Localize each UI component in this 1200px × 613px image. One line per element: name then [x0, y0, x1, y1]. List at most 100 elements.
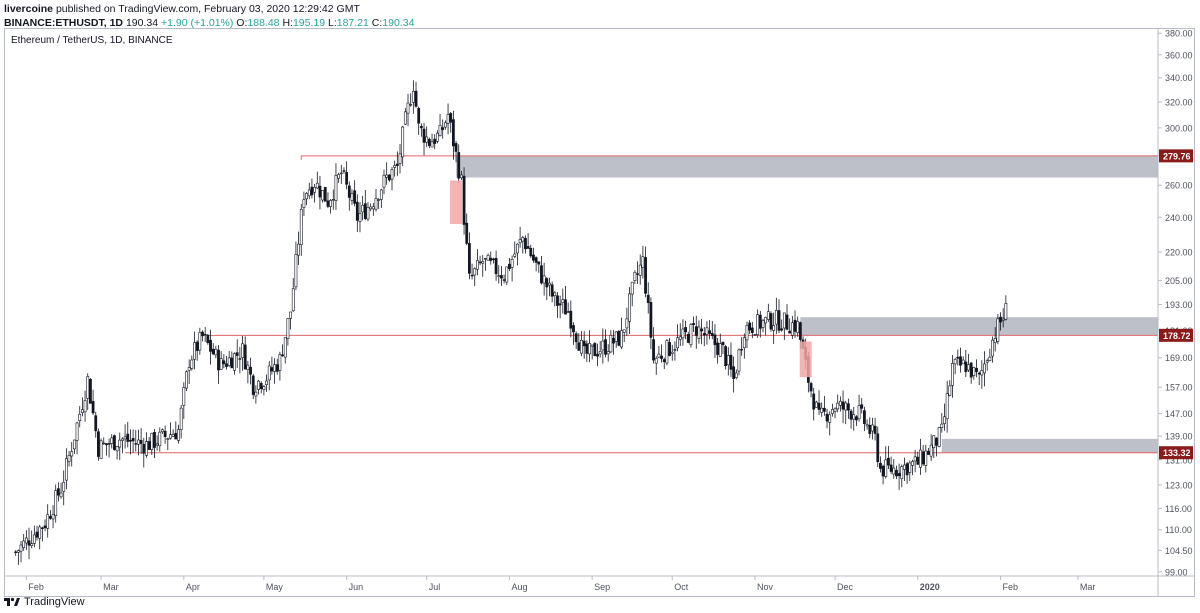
candle[interactable] [476, 249, 479, 276]
candle[interactable] [75, 421, 79, 455]
candle[interactable] [449, 112, 453, 133]
candle[interactable] [793, 310, 797, 338]
candle[interactable] [863, 406, 866, 432]
candle[interactable] [465, 213, 469, 246]
candle[interactable] [897, 463, 901, 490]
candle[interactable] [182, 382, 186, 419]
candle[interactable] [956, 349, 960, 366]
candle[interactable] [782, 312, 786, 340]
candle[interactable] [836, 394, 840, 413]
candle[interactable] [769, 311, 773, 332]
candle[interactable] [913, 450, 917, 473]
candle[interactable] [390, 166, 394, 191]
candle[interactable] [940, 413, 944, 433]
candle[interactable] [198, 327, 202, 355]
candle[interactable] [406, 93, 410, 127]
candle[interactable] [179, 404, 183, 439]
candle[interactable] [606, 344, 610, 362]
candle[interactable] [873, 417, 877, 441]
candle[interactable] [72, 439, 76, 454]
candle[interactable] [849, 408, 853, 429]
candle[interactable] [267, 361, 271, 391]
candle[interactable] [540, 256, 543, 285]
candle[interactable] [113, 434, 116, 451]
candle[interactable] [521, 235, 525, 254]
candle[interactable] [262, 385, 266, 396]
candle[interactable] [294, 241, 298, 291]
candle[interactable] [924, 444, 928, 473]
candle[interactable] [724, 344, 728, 370]
candle[interactable] [702, 326, 706, 347]
candle[interactable] [961, 356, 965, 365]
candle[interactable] [638, 254, 642, 285]
candle[interactable] [652, 327, 655, 364]
candle[interactable] [331, 189, 335, 210]
candle[interactable] [457, 144, 461, 183]
candle[interactable] [121, 437, 124, 454]
candle[interactable] [22, 534, 26, 551]
candle[interactable] [887, 446, 890, 469]
candle[interactable] [70, 442, 74, 467]
candle[interactable] [911, 459, 914, 476]
candle[interactable] [438, 113, 442, 137]
candle[interactable] [758, 310, 762, 338]
candle[interactable] [97, 428, 100, 461]
candle[interactable] [996, 314, 1000, 345]
candle[interactable] [382, 169, 386, 195]
candle[interactable] [174, 421, 178, 440]
candle[interactable] [81, 397, 84, 417]
candle[interactable] [708, 320, 712, 340]
candle[interactable] [302, 191, 306, 216]
author-name[interactable]: livercoine [4, 3, 54, 15]
candle[interactable] [422, 123, 426, 156]
candle[interactable] [964, 349, 968, 377]
candle[interactable] [230, 351, 234, 369]
candle[interactable] [225, 355, 228, 370]
candle[interactable] [582, 331, 586, 359]
candle[interactable] [721, 341, 725, 354]
candle[interactable] [985, 358, 989, 371]
candle[interactable] [900, 464, 904, 488]
candle[interactable] [62, 470, 66, 506]
candle[interactable] [564, 286, 567, 315]
candle[interactable] [371, 202, 375, 216]
candle[interactable] [927, 447, 930, 455]
candle[interactable] [337, 172, 341, 183]
candle[interactable] [865, 419, 869, 430]
candle[interactable] [983, 351, 986, 387]
candle[interactable] [892, 459, 896, 479]
candle[interactable] [991, 336, 994, 363]
candle[interactable] [385, 162, 389, 185]
candle[interactable] [604, 329, 607, 358]
candle[interactable] [740, 337, 744, 356]
candle[interactable] [745, 321, 749, 349]
candle[interactable] [574, 331, 578, 349]
candle[interactable] [516, 243, 519, 266]
candle[interactable] [358, 202, 362, 233]
candle[interactable] [689, 322, 693, 348]
candle[interactable] [999, 312, 1002, 331]
candle[interactable] [427, 137, 431, 149]
candle[interactable] [830, 403, 834, 417]
candle[interactable] [342, 167, 346, 174]
candle[interactable] [411, 80, 415, 114]
candle[interactable] [919, 438, 922, 475]
candle[interactable] [374, 188, 378, 212]
candle[interactable] [419, 123, 423, 137]
candle[interactable] [321, 190, 325, 203]
candle[interactable] [297, 231, 300, 265]
candle[interactable] [283, 337, 287, 364]
candle[interactable] [129, 429, 132, 455]
candle[interactable] [59, 482, 63, 499]
candle[interactable] [510, 255, 514, 282]
candle[interactable] [916, 451, 920, 465]
candle[interactable] [550, 281, 554, 303]
candle[interactable] [622, 329, 626, 342]
candle[interactable] [278, 351, 282, 381]
candle[interactable] [393, 160, 397, 177]
candle[interactable] [737, 348, 741, 376]
candle[interactable] [774, 297, 778, 334]
candle[interactable] [209, 329, 212, 365]
candle[interactable] [505, 266, 509, 286]
candle[interactable] [454, 140, 458, 163]
